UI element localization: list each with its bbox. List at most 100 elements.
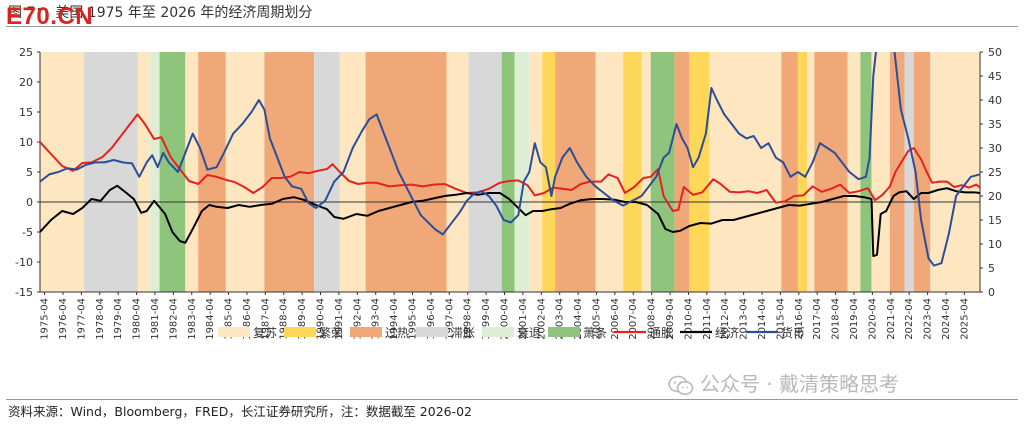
x-axis-tick-label: 1980-04 [132,298,143,340]
phase-bands [40,52,980,292]
x-axis-tick-label: 2021-04 [886,298,897,340]
title-divider [6,26,1018,27]
x-axis-tick-label: 1977-04 [76,298,87,340]
phase-band [814,52,848,292]
legend-item: 过热 [350,326,409,340]
footer-divider [6,399,1018,400]
source-note: 资料来源：Wind，Bloomberg，FRED，长江证券研究所，注：数据截至 … [8,404,473,419]
x-axis-tick-label: 1979-04 [113,298,124,340]
legend-label: 萧条 [583,326,607,340]
phase-band [847,52,861,292]
phase-band [198,52,226,292]
legend-item: 通胀 [614,326,673,340]
phase-band [871,52,890,292]
phase-band [904,52,914,292]
right-axis-tick-label: 10 [988,238,1002,251]
phase-band [501,52,515,292]
x-axis-tick-label: 2023-04 [923,298,934,340]
phase-band [468,52,502,292]
series-line-通胀 [40,113,980,212]
right-axis-tick-label: 20 [988,190,1002,203]
x-axis-tick-label: 1982-04 [168,298,179,340]
legend-label: 通胀 [649,326,673,340]
phase-band [542,52,556,292]
phase-band [807,52,815,292]
right-axis-tick-label: 5 [988,262,995,275]
right-axis-tick-label: 50 [988,46,1002,59]
right-axis-tick-label: 25 [988,166,1002,179]
x-axis-tick-label: 1991-04 [334,298,345,340]
x-axis: 1975-04 1976-04 1977-04 1978-04 1979-04 1980-… [40,291,980,340]
x-axis-tick-label: 1996-04 [426,298,437,340]
phase-band [781,52,798,292]
watermark-text: 公众号 · 戴清策略思考 [700,372,900,396]
watermark: 公众号 · 戴清策略思考 [668,370,899,398]
x-axis-tick-label: 1983-04 [187,298,198,340]
x-axis-tick-label: 2019-04 [849,298,860,340]
x-axis-tick-label: 1992-04 [352,298,363,340]
left-axis-tick-label: 20 [19,76,33,89]
legend-label: 滞胀 [451,326,475,340]
economic-cycle-chart: -15 -10 -5 0 5 10 15 20 25 0 5 10 15 20 25 30 35 40 45 50 19… [15,46,1002,340]
x-axis-tick-label: 2004-04 [573,298,584,340]
x-axis-tick-label: 2010-04 [683,298,694,340]
phase-band [84,52,138,292]
figure-title-text: 美国 1975 年至 2026 年的经济周期划分 [55,5,313,21]
legend-swatch [350,327,382,337]
figure-number: 图 7： [8,5,50,21]
x-axis-tick-label: 2016-04 [794,298,805,340]
x-axis-tick-label: 2025-04 [959,298,970,340]
legend-swatch [482,327,514,337]
x-axis-tick-label: 2018-04 [831,298,842,340]
x-axis-tick-label: 1984-04 [205,298,216,340]
x-axis-tick-label: 1987-04 [260,298,271,340]
legend-label: 繁荣 [319,325,343,340]
phase-band [185,52,199,292]
phase-band [623,52,642,292]
phase-band [365,52,447,292]
legend-swatch [548,327,580,337]
phase-band [674,52,690,292]
phase-band [225,52,265,292]
x-axis-tick-label: 1981-04 [150,298,161,340]
legend-item: 衰退 [482,325,541,340]
x-axis-tick-label: 2007-04 [628,298,639,340]
right-axis-tick-label: 30 [988,142,1002,155]
x-axis-tick-label: 2006-04 [610,298,621,340]
left-axis-tick-label: 15 [19,106,33,119]
left-axis: -15 -10 -5 0 5 10 15 20 25 [15,46,41,299]
legend-swatch [416,327,448,337]
left-axis-tick-label: -15 [15,286,33,299]
legend-item: 复苏 [218,326,277,340]
x-axis-tick-label: 2003-04 [555,298,566,340]
x-axis-tick-label: 1975-04 [40,298,51,340]
legend-item: 萧条 [548,326,607,340]
legend-swatch [284,327,316,337]
right-axis-tick-label: 35 [988,118,1002,131]
x-axis-tick-label: 2012-04 [720,298,731,340]
x-axis-tick-label: 2000-04 [499,298,510,340]
x-axis-tick-label: 1999-04 [481,298,492,340]
legend-item: 繁荣 [284,325,343,340]
right-axis-tick-label: 40 [988,94,1002,107]
phase-band [529,52,543,292]
phase-band [555,52,596,292]
legend-label: 衰退 [517,325,541,340]
legend-label: 复苏 [253,326,277,340]
x-axis-tick-label: 2020-04 [867,298,878,340]
phase-band [889,52,905,292]
right-axis-tick-label: 15 [988,214,1002,227]
phase-band [137,52,151,292]
x-axis-tick-label: 1989-04 [297,298,308,340]
x-axis-tick-label: 2009-04 [665,298,676,340]
x-axis-tick-label: 1998-04 [463,298,474,340]
x-axis-tick-label: 1988-04 [279,298,290,340]
phase-band [595,52,624,292]
series-line-货币 [40,52,980,267]
chart-legend: 复苏 繁荣 过热 滞胀 衰退 萧条 通胀 经济 货币 [218,325,805,340]
phase-band [641,52,651,292]
legend-item: 滞胀 [416,326,475,340]
left-axis-tick-label: -5 [22,226,33,239]
legend-swatch [218,327,250,337]
x-axis-tick-label: 2022-04 [904,298,915,340]
